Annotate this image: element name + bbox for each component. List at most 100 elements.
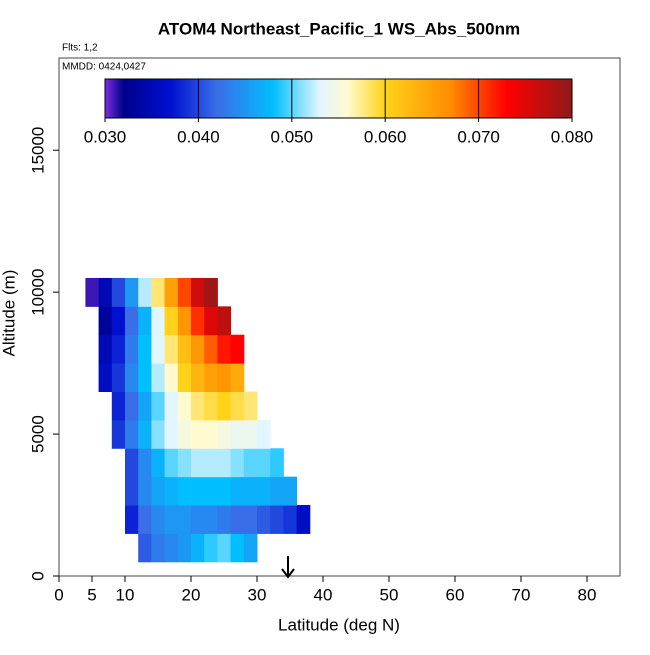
x-tick-label: 30 [248, 585, 267, 604]
cell [138, 391, 152, 421]
cell [111, 391, 126, 421]
cell [191, 306, 205, 336]
cell [177, 277, 192, 307]
x-tick-label: 5 [87, 585, 96, 604]
cell [164, 391, 179, 421]
chart-title: ATOM4 Northeast_Pacific_1 WS_Abs_500nm [158, 19, 520, 38]
cell [125, 363, 139, 393]
cell [217, 306, 232, 336]
cell [204, 448, 218, 478]
y-tick-label: 5000 [28, 415, 47, 453]
cell [204, 363, 218, 393]
cell [138, 505, 152, 534]
colorbar-tick-label: 0.060 [364, 127, 407, 146]
x-tick-label: 70 [512, 585, 531, 604]
cell [151, 505, 166, 534]
cell [125, 448, 139, 478]
x-tick-label: 20 [182, 585, 201, 604]
cell [138, 533, 152, 563]
cell [270, 505, 284, 534]
cell [191, 476, 205, 506]
cell [204, 419, 218, 449]
cell [230, 476, 245, 506]
y-tick-label: 15000 [28, 127, 47, 174]
cell [230, 391, 245, 421]
colorbar-tick-label: 0.040 [177, 127, 220, 146]
cell [125, 476, 139, 506]
colorbar-tick-label: 0.050 [271, 127, 314, 146]
cell [138, 363, 152, 393]
cell [204, 306, 218, 336]
cell [177, 448, 192, 478]
cell [217, 476, 232, 506]
annotation: MMDD: 0424,0427 [62, 62, 146, 73]
cell [151, 363, 166, 393]
cell [111, 277, 126, 307]
cell [138, 419, 152, 449]
x-tick-label: 80 [578, 585, 597, 604]
y-axis-label: Altitude (m) [0, 270, 18, 357]
cell [243, 505, 258, 534]
x-axis-label: Latitude (deg N) [278, 615, 400, 634]
cell [217, 391, 232, 421]
cell [283, 505, 298, 534]
cell [191, 363, 205, 393]
cell [138, 448, 152, 478]
cell [125, 391, 139, 421]
cell [257, 476, 271, 506]
cell [191, 533, 205, 563]
cell [151, 334, 166, 364]
cell [177, 306, 192, 336]
cell [257, 448, 271, 478]
cell [164, 334, 179, 364]
cell [111, 306, 126, 336]
cell [204, 533, 218, 563]
colorbar [104, 78, 573, 119]
cell [204, 476, 218, 506]
cell [177, 363, 192, 393]
cell [217, 334, 232, 364]
cell [98, 277, 113, 307]
cell [191, 505, 205, 534]
cell [204, 505, 218, 534]
cell [164, 306, 179, 336]
cell [125, 334, 139, 364]
cell [177, 334, 192, 364]
cell [191, 334, 205, 364]
cell [138, 277, 152, 307]
x-tick-label: 60 [446, 585, 465, 604]
cell [164, 277, 179, 307]
cell [257, 505, 271, 534]
cell [98, 306, 113, 336]
colorbar-tick-label: 0.030 [84, 127, 127, 146]
cell [151, 419, 166, 449]
cell [164, 505, 179, 534]
plot-frame [58, 57, 621, 577]
cell [125, 419, 139, 449]
y-tick-label: 0 [28, 571, 47, 580]
cell [296, 505, 311, 534]
cell [164, 476, 179, 506]
cell [151, 476, 166, 506]
cell [98, 334, 113, 364]
cell [177, 476, 192, 506]
x-tick-label: 40 [314, 585, 333, 604]
cell [230, 448, 245, 478]
cell [151, 448, 166, 478]
colorbar-tick-label: 0.080 [551, 127, 594, 146]
cell [164, 448, 179, 478]
cell [85, 277, 100, 307]
cell [111, 363, 126, 393]
cell [177, 419, 192, 449]
cell [270, 476, 284, 506]
cell [111, 419, 126, 449]
cell [177, 533, 192, 563]
cell [125, 505, 139, 534]
cell [164, 533, 179, 563]
cell [164, 419, 179, 449]
cell [243, 419, 258, 449]
cell [230, 505, 245, 534]
cell [243, 448, 258, 478]
cell [217, 505, 232, 534]
